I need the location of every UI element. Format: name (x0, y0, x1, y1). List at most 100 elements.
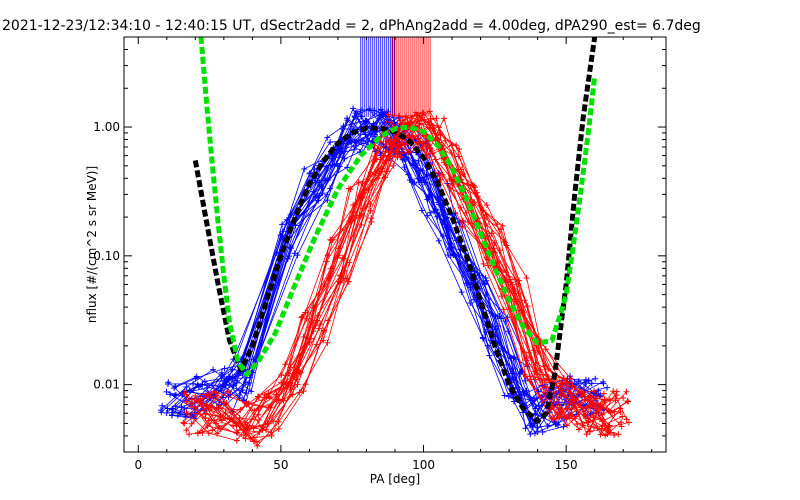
blue-data-point (592, 375, 599, 382)
red-data-point (558, 409, 565, 416)
red-data-point (543, 371, 550, 378)
red-data-point (554, 411, 561, 418)
red-data-point (615, 431, 622, 438)
red-data-point (280, 397, 287, 404)
blue-data-point (511, 398, 518, 405)
red-data-point (624, 397, 631, 404)
red-data-point (569, 383, 576, 390)
blue-data-point (324, 134, 331, 141)
red-data-point (399, 117, 406, 124)
red-data-point (456, 146, 462, 153)
blue-data-point (294, 252, 301, 259)
red-data-point (287, 386, 294, 393)
red-data-point (617, 409, 624, 416)
blue-data-point (479, 334, 486, 341)
y-tick-label: 0.01 (93, 378, 120, 392)
red-data-point (180, 419, 187, 426)
red-data-point (349, 209, 356, 216)
red-data-point (233, 437, 240, 444)
red-data-point (480, 260, 487, 267)
red-data-point (420, 109, 427, 116)
red-data-point (613, 388, 620, 395)
blue-data-point (351, 138, 358, 145)
red-data-point (394, 154, 401, 161)
blue-data-point (248, 388, 255, 395)
red-data-point (302, 309, 309, 316)
blue-data-point (423, 171, 430, 178)
red-data-point (294, 381, 301, 388)
red-data-point (270, 418, 277, 425)
blue-data-point (528, 423, 535, 430)
red-data-point (371, 158, 378, 165)
red-data-point (250, 425, 257, 432)
red-data-point (382, 174, 389, 181)
blue-data-point (418, 207, 425, 214)
red-data-point (224, 388, 231, 395)
blue-data-point (600, 380, 607, 387)
blue-data-point (406, 176, 413, 183)
blue-data-point (301, 165, 308, 172)
plot-frame (123, 36, 667, 453)
red-data-point (430, 122, 437, 129)
red-data-point (559, 380, 566, 387)
red-data-point (390, 162, 397, 169)
blue-data-point (458, 289, 465, 296)
red-data-point (299, 313, 306, 320)
red-data-point (611, 431, 618, 438)
red-data-point (619, 413, 626, 420)
red-data-point (345, 185, 352, 192)
blue-data-point (210, 366, 217, 373)
blue-data-point (427, 209, 434, 216)
blue-data-point (596, 393, 603, 400)
blue-data-point (318, 183, 325, 190)
red-data-point (455, 153, 462, 160)
blue-data-point (221, 365, 228, 372)
red-data-point (617, 419, 624, 426)
red-data-point (566, 411, 573, 418)
red-data-point (439, 171, 446, 178)
red-data-point (233, 429, 240, 436)
red-data-point (380, 152, 387, 159)
blue-data-point (516, 391, 523, 398)
red-data-point (581, 411, 588, 418)
red-data-point (498, 293, 505, 300)
blue-data-point (157, 407, 164, 414)
blue-data-point (432, 206, 439, 213)
red-data-point (359, 205, 366, 212)
red-data-point (416, 120, 423, 127)
red-data-point (594, 401, 601, 408)
blue-data-point (177, 409, 184, 416)
blue-data-point (163, 388, 170, 395)
red-data-point (256, 393, 263, 400)
blue-data-point (336, 163, 343, 170)
red-data-point (546, 376, 553, 383)
blue-data-point (172, 391, 179, 398)
blue-data-point (352, 110, 359, 117)
red-data-point (576, 426, 583, 433)
blue-data-point (415, 157, 422, 164)
red-data-point (320, 327, 327, 334)
blue-data-point (201, 378, 208, 385)
red-data-point (459, 223, 466, 230)
red-data-point (569, 415, 576, 422)
red-data-point (200, 391, 207, 398)
red-data-point (605, 408, 612, 415)
red-data-point (324, 252, 331, 259)
y-axis-label: nflux [#/(cm^2 s sr MeV)] (85, 166, 99, 323)
red-data-point (345, 278, 352, 285)
red-data-point (317, 321, 324, 328)
blue-data-point (380, 111, 387, 118)
blue-data-point (339, 125, 346, 132)
black-fit-curve (192, 37, 598, 424)
red-data-point (550, 403, 557, 410)
red-data-point (465, 219, 472, 226)
red-data-point (523, 354, 530, 361)
red-data-point (335, 278, 342, 285)
red-data-point (188, 420, 195, 427)
blue-data-point (504, 314, 511, 321)
blue-data-point (604, 384, 611, 391)
series-layer (157, 37, 632, 449)
red-data-point (335, 245, 342, 252)
red-data-point (574, 421, 581, 428)
